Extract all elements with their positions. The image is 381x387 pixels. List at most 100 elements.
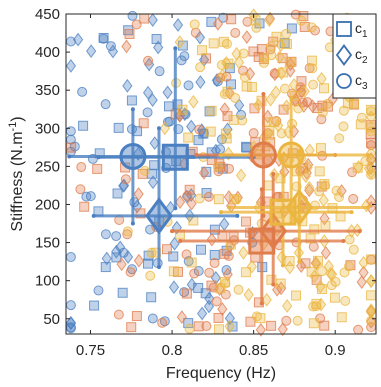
scatter-point [142, 85, 154, 100]
scatter-point [312, 255, 323, 266]
scatter-point [251, 311, 262, 322]
legend-label: c1 [355, 20, 368, 40]
scatter-point [194, 124, 205, 135]
x-tick-label: 0.85 [239, 342, 268, 359]
scatter-point [125, 267, 136, 278]
error-bar-cap [194, 152, 199, 157]
scatter-point [149, 160, 160, 171]
scatter-point [298, 11, 309, 22]
scatter-point [65, 59, 77, 73]
scatter-point [256, 95, 267, 106]
scatter-point [264, 13, 275, 28]
scatter-point [366, 169, 377, 180]
scatter-point [329, 292, 340, 303]
scatter-point [179, 287, 190, 298]
scatter-point [105, 41, 116, 52]
scatter-point [193, 135, 204, 146]
error-bar-cap [157, 126, 161, 131]
scatter-point [162, 85, 173, 100]
scatter-point [188, 94, 199, 109]
scatter-point [316, 266, 327, 277]
scatter-point [219, 89, 230, 100]
scatter-point [122, 226, 133, 237]
scatter-point [159, 121, 170, 136]
y-tick-label: 350 [35, 82, 60, 99]
scatter-point [111, 231, 122, 242]
scatter-point [304, 180, 315, 195]
scatter-point [219, 217, 230, 232]
scatter-point [304, 63, 315, 74]
x-tick-label: 0.8 [162, 342, 183, 359]
scatter-point [127, 10, 138, 21]
scatter-point [281, 99, 292, 114]
scatter-point [147, 313, 158, 324]
scatter-point [204, 267, 215, 278]
scatter-point [239, 72, 250, 83]
scatter-point [208, 38, 219, 49]
scatter-point [251, 22, 262, 33]
scatter-point [201, 53, 212, 64]
scatter-point [238, 48, 249, 59]
error-bar-cap [235, 213, 240, 218]
scatter-point [366, 104, 377, 115]
scatter-point [78, 120, 89, 131]
scatter-point [174, 195, 186, 209]
scatter-point [146, 292, 157, 303]
error-bar-cap [219, 210, 223, 215]
scatter-point [246, 82, 257, 93]
scatter-point [336, 312, 347, 323]
scatter-point [308, 318, 319, 329]
scatter-point [230, 92, 241, 103]
scatter-point [135, 208, 146, 219]
scatter-point [190, 27, 201, 38]
scatter-point [240, 267, 251, 278]
scatter-point [259, 52, 270, 63]
error-bar-cap [130, 107, 135, 112]
scatter-point [309, 224, 320, 235]
y-tick-label: 250 [35, 158, 60, 175]
y-axis-label: Stiffness (N.m-1) [7, 116, 26, 231]
scatter-point [284, 260, 295, 275]
scatter-point [122, 78, 133, 93]
scatter-point [65, 300, 76, 311]
scatter-point [233, 284, 244, 295]
scatter-point [231, 46, 242, 61]
scatter-point [65, 252, 76, 263]
scatter-point [240, 216, 251, 227]
scatter-point [182, 190, 193, 201]
scatter-point [365, 110, 377, 125]
legend-label-main: c [355, 46, 362, 62]
error-bar-cap [357, 229, 362, 234]
scatter-point [334, 192, 345, 203]
scatter-point [265, 41, 276, 52]
scatter-point [265, 92, 276, 107]
scatter-point [206, 105, 217, 116]
scatter-point [296, 15, 307, 26]
scatter-point [300, 169, 311, 184]
scatter-point [274, 50, 285, 65]
error-bar-cap [130, 221, 135, 226]
legend-label-main: c [355, 20, 362, 36]
scatter-point [277, 322, 288, 337]
error-bar-cap [157, 264, 161, 269]
scatter-point [183, 318, 194, 329]
error-bar-cap [365, 205, 370, 210]
scatter-point [147, 13, 158, 27]
scatter-point [338, 105, 349, 116]
error-bar-cap [219, 152, 223, 157]
scatter-point [171, 220, 182, 235]
scatter-point [308, 79, 319, 90]
scatter-point [220, 128, 231, 139]
scatter-point [139, 13, 150, 24]
scatter-point [218, 12, 229, 23]
scatter-point [218, 36, 229, 47]
scatter-point [326, 267, 338, 282]
cluster-mean-circle [277, 141, 305, 169]
scatter-point [314, 166, 325, 177]
scatter-point [320, 246, 332, 260]
y-axis-label-superscript: -1 [7, 122, 19, 132]
scatter-point [250, 15, 261, 26]
legend-label: c2 [355, 46, 368, 66]
axis-ticks-layer: 0.75 0.8 0.85 0.9 50 100 150 200 250 300 350 400 450 [35, 6, 376, 359]
scatter-point [118, 247, 129, 258]
